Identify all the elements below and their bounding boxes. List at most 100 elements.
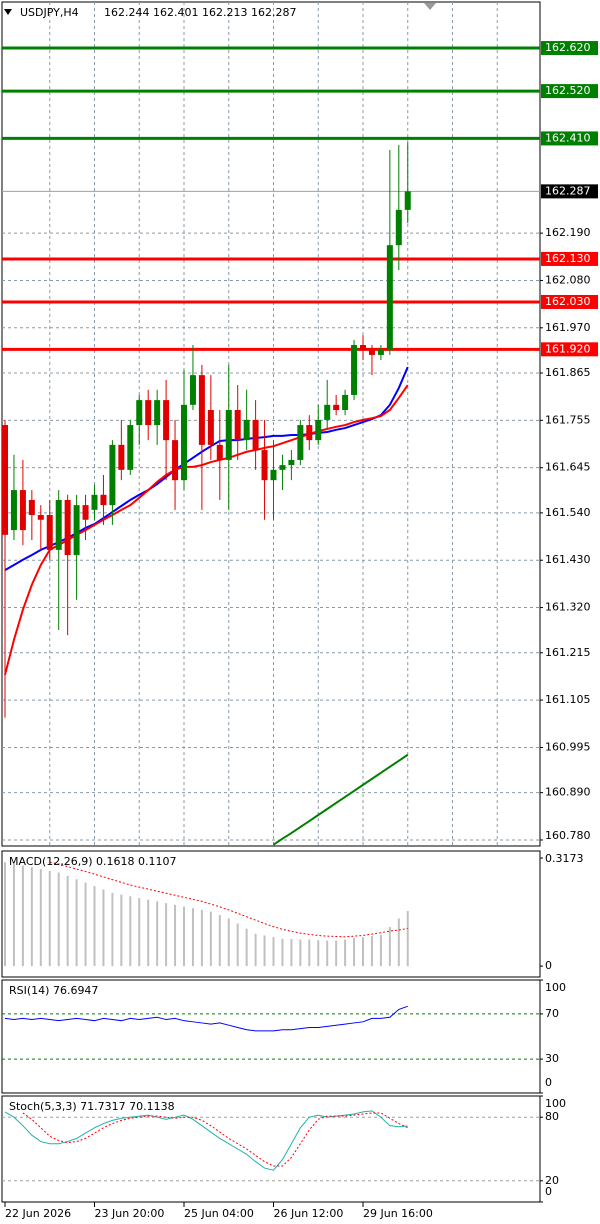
histogram-bar	[281, 938, 284, 967]
y-tick-label: 161.215	[545, 646, 591, 659]
level-label-box	[541, 84, 598, 99]
histogram-bar	[236, 923, 239, 967]
panel-title: Stoch(5,3,3) 71.7317 70.1138	[9, 1100, 175, 1113]
candle-body	[395, 209, 402, 246]
candle-body	[279, 465, 286, 470]
histogram-bar	[111, 892, 114, 967]
candle-body	[2, 425, 8, 535]
histogram-bar	[397, 918, 400, 967]
ohlc-readout: 162.244 162.401 162.213 162.287	[104, 6, 296, 19]
candle-body	[198, 375, 205, 445]
y-tick-label: 0	[545, 1185, 552, 1198]
histogram-bar	[102, 889, 105, 967]
candle-body	[172, 440, 179, 481]
y-tick-label: 160.995	[545, 740, 591, 753]
moving-average	[272, 753, 409, 846]
histogram-bar	[406, 911, 409, 967]
x-tick-label: 23 Jun 20:00	[95, 1207, 165, 1220]
candle-body	[100, 494, 107, 506]
panel-title: RSI(14) 76.6947	[9, 984, 98, 997]
panel-title: MACD(12,26,9) 0.1618 0.1107	[9, 855, 177, 868]
histogram-bar	[379, 934, 382, 967]
candle-body	[243, 419, 250, 441]
histogram-bar	[174, 904, 177, 967]
moving-average	[4, 384, 409, 675]
candle-body	[127, 425, 134, 470]
histogram-bar	[290, 938, 293, 967]
y-tick-label: 30	[545, 1052, 559, 1065]
candle-body	[288, 459, 295, 466]
histogram-bar	[272, 937, 275, 967]
candle-body	[252, 419, 259, 451]
panel-frame	[1, 850, 541, 978]
candle-body	[145, 400, 152, 426]
candle-body	[297, 425, 304, 460]
y-tick-label: 0.3173	[545, 852, 584, 865]
indicator-line	[4, 1005, 408, 1032]
y-tick-label: 0	[545, 959, 552, 972]
level-label: 161.920	[545, 342, 591, 355]
histogram-bar	[129, 896, 132, 967]
candle-body	[368, 350, 375, 355]
level-label: 162.520	[545, 84, 591, 97]
candle-body	[404, 191, 411, 210]
y-tick-label: 100	[545, 981, 566, 994]
level-label-box	[541, 131, 598, 146]
y-tick-label: 161.540	[545, 506, 591, 519]
x-tick-label: 26 Jun 12:00	[274, 1207, 344, 1220]
histogram-bar	[84, 882, 87, 967]
level-label-box	[541, 294, 598, 309]
candle-body	[261, 450, 268, 481]
y-tick-label: 161.105	[545, 693, 591, 706]
histogram-bar	[308, 939, 311, 967]
candle-body	[315, 419, 322, 441]
y-tick-label: 160.890	[545, 786, 591, 799]
level-label: 162.410	[545, 131, 591, 144]
histogram-bar	[66, 875, 69, 967]
candle-body	[37, 515, 44, 520]
histogram-bar	[344, 939, 347, 967]
candle-body	[19, 490, 26, 531]
histogram-bar	[218, 915, 221, 967]
y-tick-label: 100	[545, 1097, 566, 1110]
panel-frame	[1, 1095, 541, 1203]
y-tick-label: 161.755	[545, 413, 591, 426]
candle-body	[55, 499, 62, 550]
histogram-bar	[138, 897, 141, 967]
y-tick-label: 80	[545, 1110, 559, 1123]
candle-body	[46, 515, 53, 550]
histogram-bar	[4, 862, 6, 967]
panel-frame	[1, 1, 541, 847]
level-label: 162.130	[545, 252, 591, 265]
histogram-bar	[48, 870, 51, 967]
histogram-bar	[21, 865, 24, 967]
last-price-label: 162.287	[545, 184, 591, 197]
candle-body	[377, 350, 384, 355]
candle-body	[351, 345, 358, 395]
candle-body	[136, 400, 143, 426]
candle-body	[333, 404, 340, 411]
histogram-bar	[254, 933, 257, 967]
histogram-bar	[39, 869, 42, 967]
last-price-box	[541, 184, 598, 199]
y-tick-label: 161.645	[545, 461, 591, 474]
histogram-bar	[353, 938, 356, 967]
histogram-bar	[245, 928, 248, 967]
candle-body	[64, 499, 71, 556]
histogram-bar	[227, 918, 230, 967]
candle-body	[91, 494, 98, 510]
shift-marker	[424, 3, 436, 10]
histogram-bar	[165, 903, 168, 967]
histogram-bar	[335, 940, 338, 967]
histogram-bar	[12, 863, 15, 967]
histogram-bar	[317, 940, 320, 967]
y-tick-label: 161.320	[545, 601, 591, 614]
histogram-bar	[263, 935, 266, 967]
candle-body	[28, 499, 35, 516]
histogram-bar	[156, 901, 159, 967]
y-tick-label: 20	[545, 1174, 559, 1187]
histogram-bar	[209, 911, 212, 967]
